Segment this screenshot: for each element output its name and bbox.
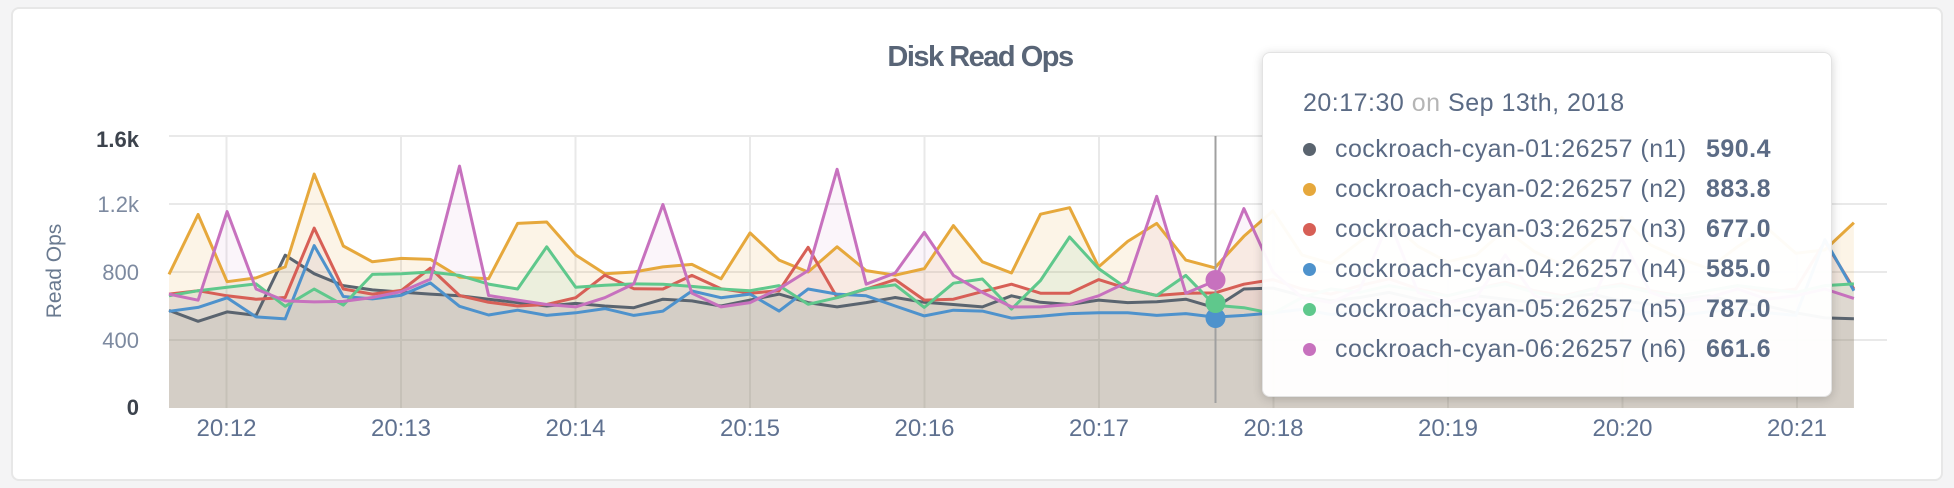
svg-text:20:16: 20:16 [894,415,954,442]
svg-text:20:14: 20:14 [545,415,605,442]
svg-text:800: 800 [102,260,139,285]
svg-text:1.2k: 1.2k [97,192,140,217]
svg-text:Read Ops: Read Ops [43,224,66,319]
svg-text:20:19: 20:19 [1418,415,1478,442]
svg-text:20:18: 20:18 [1243,415,1303,442]
svg-text:1.6k: 1.6k [96,127,140,152]
svg-text:20:15: 20:15 [720,415,780,442]
svg-text:20:20: 20:20 [1592,415,1652,442]
svg-text:400: 400 [102,328,139,353]
svg-text:0: 0 [127,395,139,420]
svg-text:20:13: 20:13 [371,415,431,442]
svg-text:20:21: 20:21 [1767,415,1827,442]
svg-text:20:12: 20:12 [196,415,256,442]
svg-text:20:17: 20:17 [1069,415,1129,442]
